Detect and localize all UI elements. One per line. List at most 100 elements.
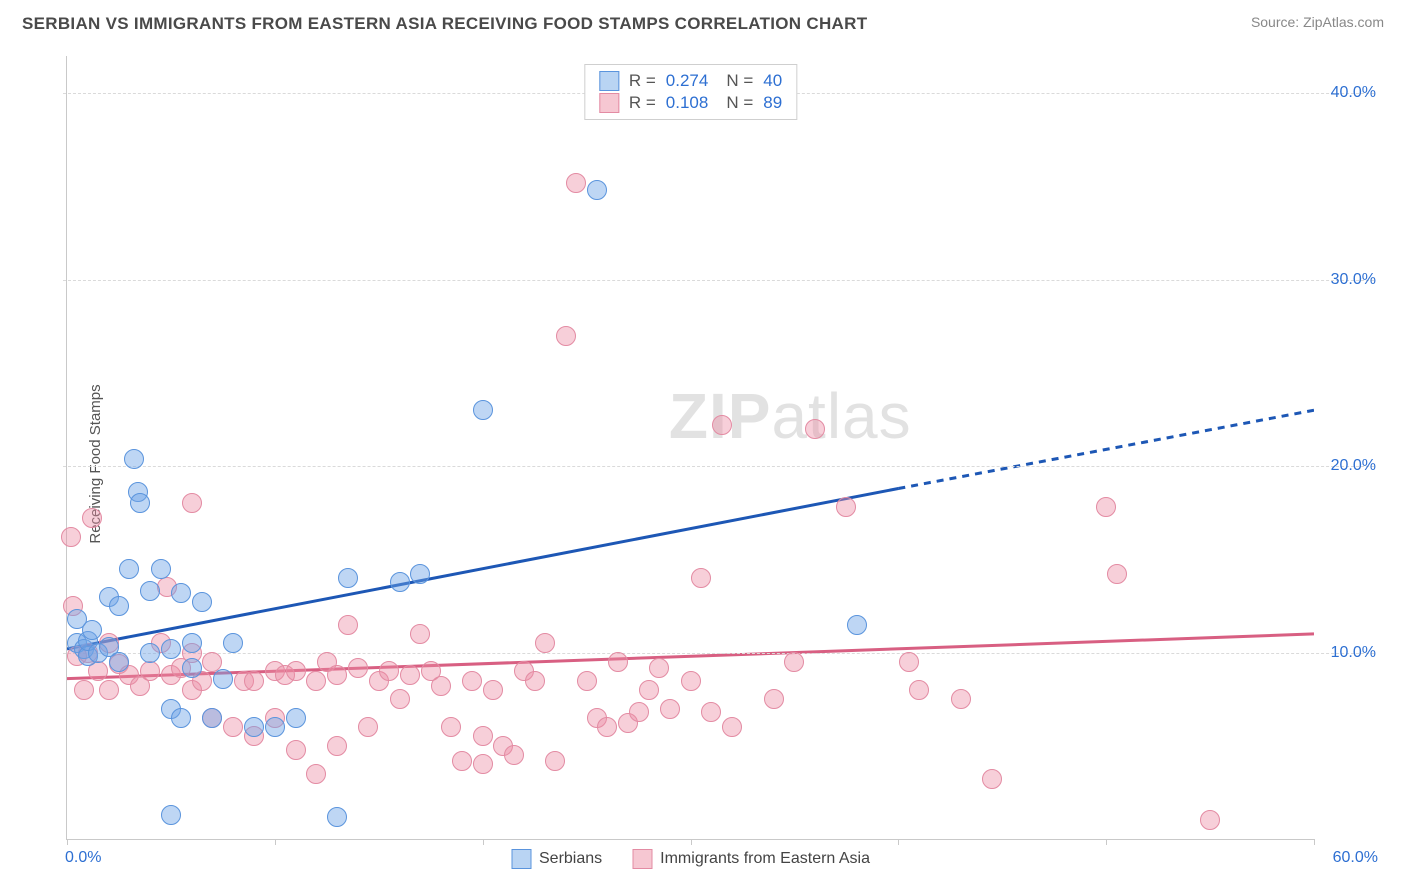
data-point xyxy=(61,527,81,547)
x-tick xyxy=(275,839,276,845)
data-point xyxy=(182,493,202,513)
data-point xyxy=(473,400,493,420)
legend-swatch-pink xyxy=(599,93,619,113)
data-point xyxy=(109,652,129,672)
plot-area: ZIPatlas R = 0.274 N = 40 R = 0.108 N = … xyxy=(66,56,1314,840)
data-point xyxy=(130,493,150,513)
data-point xyxy=(119,559,139,579)
watermark: ZIPatlas xyxy=(669,379,912,453)
data-point xyxy=(649,658,669,678)
stat-r-label: R = xyxy=(629,71,656,91)
legend-item: Serbians xyxy=(511,849,602,869)
data-point xyxy=(338,568,358,588)
x-tick xyxy=(1106,839,1107,845)
data-point xyxy=(151,559,171,579)
data-point xyxy=(535,633,555,653)
stat-n-label: N = xyxy=(726,93,753,113)
chart-source: Source: ZipAtlas.com xyxy=(1251,14,1384,30)
x-tick xyxy=(1314,839,1315,845)
stat-r-value: 0.274 xyxy=(666,71,709,91)
data-point xyxy=(452,751,472,771)
data-point xyxy=(525,671,545,691)
data-point xyxy=(390,689,410,709)
legend-item-label: Serbians xyxy=(539,850,602,868)
gridline xyxy=(63,466,1374,467)
legend-stats: R = 0.274 N = 40 R = 0.108 N = 89 xyxy=(584,64,797,120)
data-point xyxy=(483,680,503,700)
data-point xyxy=(244,671,264,691)
data-point xyxy=(223,633,243,653)
stat-n-value: 89 xyxy=(763,93,782,113)
data-point xyxy=(182,658,202,678)
data-point xyxy=(348,658,368,678)
stat-r-label: R = xyxy=(629,93,656,113)
data-point xyxy=(286,708,306,728)
data-point xyxy=(899,652,919,672)
x-max-label: 60.0% xyxy=(1333,849,1378,867)
data-point xyxy=(1107,564,1127,584)
data-point xyxy=(473,726,493,746)
data-point xyxy=(587,180,607,200)
data-point xyxy=(784,652,804,672)
data-point xyxy=(982,769,1002,789)
legend-swatch-blue xyxy=(599,71,619,91)
data-point xyxy=(327,736,347,756)
y-tick-label: 10.0% xyxy=(1331,644,1376,662)
data-point xyxy=(473,754,493,774)
data-point xyxy=(462,671,482,691)
legend-swatch-blue xyxy=(511,849,531,869)
data-point xyxy=(182,633,202,653)
data-point xyxy=(441,717,461,737)
data-point xyxy=(161,805,181,825)
chart-title: SERBIAN VS IMMIGRANTS FROM EASTERN ASIA … xyxy=(22,14,867,34)
legend-stats-row: R = 0.274 N = 40 xyxy=(599,71,782,91)
data-point xyxy=(1200,810,1220,830)
data-point xyxy=(286,740,306,760)
data-point xyxy=(379,661,399,681)
data-point xyxy=(124,449,144,469)
data-point xyxy=(545,751,565,771)
data-point xyxy=(306,671,326,691)
data-point xyxy=(431,676,451,696)
data-point xyxy=(805,419,825,439)
data-point xyxy=(202,708,222,728)
data-point xyxy=(629,702,649,722)
x-tick xyxy=(898,839,899,845)
x-tick xyxy=(691,839,692,845)
data-point xyxy=(577,671,597,691)
data-point xyxy=(556,326,576,346)
gridline xyxy=(63,280,1374,281)
data-point xyxy=(140,581,160,601)
data-point xyxy=(660,699,680,719)
data-point xyxy=(223,717,243,737)
data-point xyxy=(712,415,732,435)
data-point xyxy=(847,615,867,635)
data-point xyxy=(597,717,617,737)
chart-container: Receiving Food Stamps ZIPatlas R = 0.274… xyxy=(22,48,1384,880)
stat-n-value: 40 xyxy=(763,71,782,91)
data-point xyxy=(639,680,659,700)
data-point xyxy=(400,665,420,685)
data-point xyxy=(171,708,191,728)
y-tick-label: 40.0% xyxy=(1331,84,1376,102)
legend-stats-row: R = 0.108 N = 89 xyxy=(599,93,782,113)
data-point xyxy=(504,745,524,765)
data-point xyxy=(306,764,326,784)
data-point xyxy=(410,624,430,644)
x-min-label: 0.0% xyxy=(65,849,101,867)
data-point xyxy=(99,680,119,700)
watermark-light: atlas xyxy=(771,380,911,452)
data-point xyxy=(722,717,742,737)
legend-item-label: Immigrants from Eastern Asia xyxy=(660,850,870,868)
data-point xyxy=(608,652,628,672)
data-point xyxy=(82,508,102,528)
x-tick xyxy=(67,839,68,845)
data-point xyxy=(140,643,160,663)
data-point xyxy=(192,592,212,612)
data-point xyxy=(67,609,87,629)
data-point xyxy=(410,564,430,584)
data-point xyxy=(171,583,191,603)
data-point xyxy=(691,568,711,588)
stat-n-label: N = xyxy=(726,71,753,91)
data-point xyxy=(327,807,347,827)
